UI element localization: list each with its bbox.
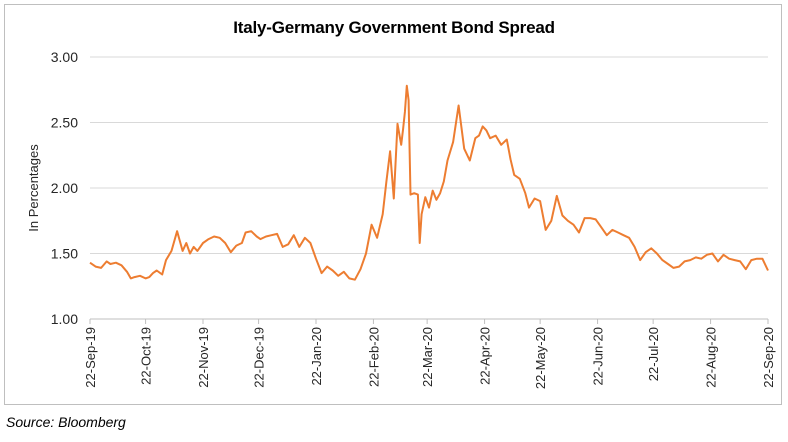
source-note: Source: Bloomberg: [6, 414, 126, 430]
x-tick-label: 22-Jun-20: [591, 327, 606, 386]
x-tick-label: 22-Nov-19: [196, 327, 211, 388]
x-tick-label: 22-Jan-20: [309, 327, 324, 386]
x-tick-label: 22-Jul-20: [646, 327, 661, 381]
x-tick-label: 22-Mar-20: [420, 327, 435, 387]
y-axis-label: In Percentages: [26, 144, 41, 232]
x-tick-label: 22-Aug-20: [704, 327, 719, 388]
x-tick-label: 22-May-20: [533, 327, 548, 389]
x-tick-label: 22-Dec-19: [252, 327, 267, 388]
chart-frame: Italy-Germany Government Bond Spread: [4, 4, 782, 405]
chart-plot-area: 1.001.502.002.503.00 22-Sep-19 22-Oct-19 2…: [26, 49, 776, 389]
y-tick-label: 2.50: [51, 115, 78, 131]
x-tick-label: 22-Feb-20: [366, 327, 381, 387]
x-tick-label: 22-Oct-19: [139, 327, 154, 385]
x-tick-label: 22-Sep-20: [761, 327, 776, 388]
y-tick-label: 2.00: [51, 180, 78, 196]
y-tick-label: 1.50: [51, 246, 78, 262]
gridlines: [90, 56, 768, 254]
x-tick-label: 22-Sep-19: [83, 327, 98, 388]
y-tick-label: 1.00: [51, 311, 78, 327]
chart-title: Italy-Germany Government Bond Spread: [233, 18, 555, 37]
series-line: [89, 84, 769, 281]
y-tick-label: 3.00: [51, 49, 78, 65]
x-axis-ticks: 22-Sep-19 22-Oct-19 22-Nov-19 22-Dec-19 22-J…: [83, 319, 776, 389]
y-axis-ticks: 1.00 1.50 2.00 2.50 3.00: [51, 49, 78, 327]
x-tick-label: 22-Apr-20: [478, 327, 493, 385]
